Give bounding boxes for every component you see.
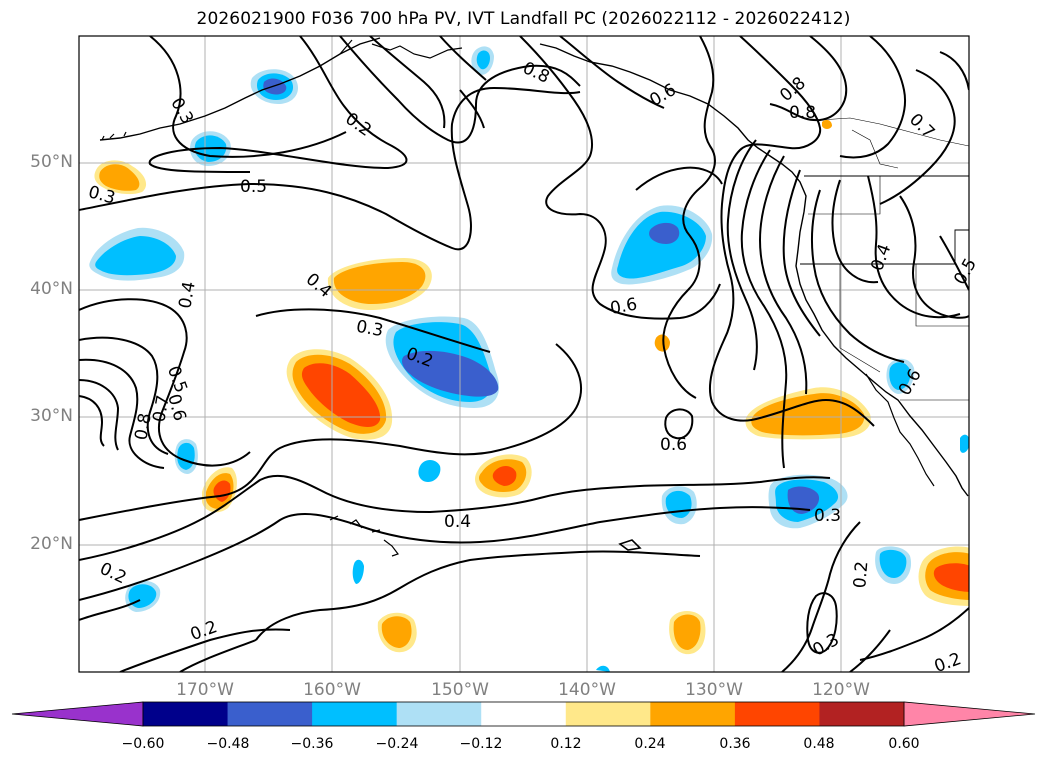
lon-label-170w: 170°W bbox=[176, 680, 234, 700]
colorbar-segment bbox=[650, 702, 736, 726]
negative-shading bbox=[89, 46, 969, 672]
colorbar-segment bbox=[734, 702, 820, 726]
colorbar-tick: −0.36 bbox=[290, 736, 334, 752]
chart-title: 2026021900 F036 700 hPa PV, IVT Landfall… bbox=[196, 9, 851, 29]
contour-label: 0.4 bbox=[302, 269, 336, 302]
colorbar-segment bbox=[819, 702, 905, 726]
lat-label-30n: 30°N bbox=[30, 406, 73, 426]
colorbar bbox=[11, 701, 1036, 727]
colorbar-segment bbox=[312, 702, 398, 726]
contour-label: 0.6 bbox=[660, 435, 687, 455]
contour-label: 0.2 bbox=[188, 617, 220, 645]
contour-label: 0.2 bbox=[341, 109, 375, 141]
lon-label-150w: 150°W bbox=[431, 680, 489, 700]
lat-label-50n: 50°N bbox=[30, 152, 73, 172]
contour-label: 0.8 bbox=[789, 103, 816, 123]
contour-label: 0.5 bbox=[163, 363, 191, 395]
colorbar-low-extension bbox=[11, 701, 144, 727]
colorbar-segment bbox=[565, 702, 651, 726]
colorbar-tick: 0.36 bbox=[719, 736, 751, 752]
colorbar-tick: 0.24 bbox=[634, 736, 666, 752]
colorbar-tick: −0.12 bbox=[459, 736, 503, 752]
colorbar-tick: 0.12 bbox=[550, 736, 582, 752]
colorbar-segment bbox=[396, 702, 482, 726]
contour-label: 0.4 bbox=[175, 280, 199, 310]
contour-label: 0.4 bbox=[444, 512, 471, 532]
contour-label: 0.3 bbox=[166, 94, 197, 127]
contour-label: 0.5 bbox=[240, 177, 267, 197]
contour-label: 0.2 bbox=[96, 559, 129, 589]
positive-shading bbox=[94, 119, 969, 655]
contour-label: 0.3 bbox=[809, 630, 842, 661]
contour-label: 0.3 bbox=[355, 317, 385, 341]
colorbar-segment bbox=[481, 702, 567, 726]
contour-label: 0.7 bbox=[149, 394, 173, 424]
lon-label-140w: 140°W bbox=[558, 680, 616, 700]
plot-frame bbox=[78, 35, 970, 673]
colorbar-tick: 0.48 bbox=[803, 736, 835, 752]
lat-label-40n: 40°N bbox=[30, 279, 73, 299]
colorbar-segment bbox=[227, 702, 313, 726]
colorbar-tick: −0.24 bbox=[375, 736, 419, 752]
lon-label-130w: 130°W bbox=[685, 680, 743, 700]
contour-label: 0.3 bbox=[814, 506, 841, 526]
pv-contours bbox=[79, 36, 969, 672]
colorbar-tick: 0.60 bbox=[888, 736, 920, 752]
contour-label: 0.2 bbox=[850, 560, 872, 589]
contour-label: 0.8 bbox=[520, 58, 553, 88]
contour-label: 0.4 bbox=[867, 241, 895, 273]
colorbar-high-extension bbox=[903, 701, 1036, 727]
contour-label: 0.6 bbox=[646, 80, 679, 111]
lon-label-120w: 120°W bbox=[812, 680, 870, 700]
contour-label: 0.2 bbox=[932, 649, 964, 677]
contour-label: 0.8 bbox=[131, 412, 155, 442]
lon-label-160w: 160°W bbox=[303, 680, 361, 700]
colorbar-tick: −0.48 bbox=[206, 736, 250, 752]
colorbar-tick: −0.60 bbox=[121, 736, 165, 752]
contour-label: 0.6 bbox=[609, 295, 639, 319]
shading-layer bbox=[89, 46, 969, 672]
lat-label-20n: 20°N bbox=[30, 534, 73, 554]
colorbar-segment bbox=[143, 702, 229, 726]
